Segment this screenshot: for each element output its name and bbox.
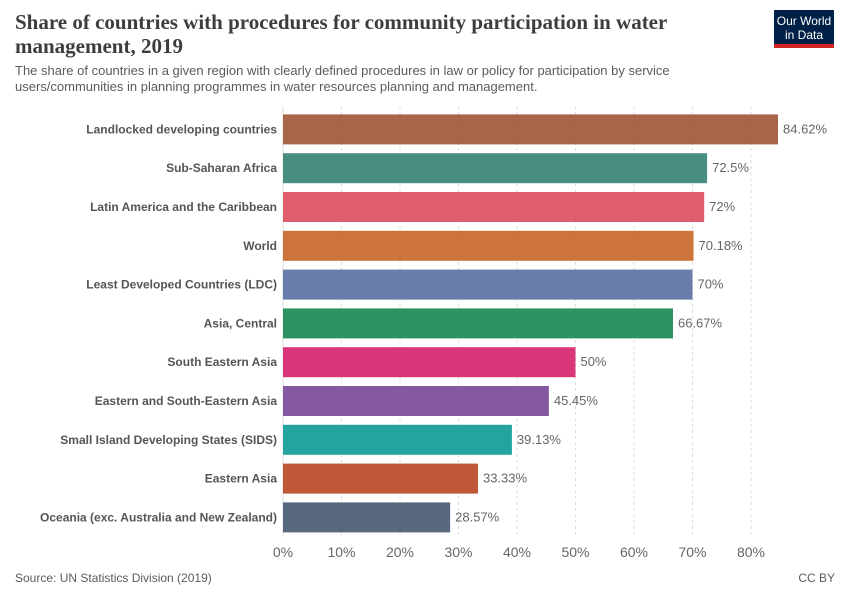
value-label: 70.18%: [699, 238, 744, 253]
bar: [283, 502, 451, 533]
x-tick-label: 50%: [561, 544, 589, 560]
bar: [283, 308, 673, 339]
bar: [283, 230, 694, 261]
logo-line-2: in Data: [784, 28, 824, 42]
chart-subtitle: The share of countries in a given region…: [15, 63, 670, 94]
bar-chart: 0% 10% 20% 30% 40% 50% 60% 70% 80% Landlocked dev…: [40, 106, 828, 560]
x-tick-label: 0%: [273, 544, 293, 560]
x-tick-label: 30%: [444, 544, 472, 560]
category-label: Landlocked developing countries: [86, 122, 277, 136]
x-tick-label: 10%: [327, 544, 355, 560]
value-label: 70%: [697, 277, 723, 292]
bar: [283, 114, 778, 145]
value-label: 39.13%: [517, 432, 562, 447]
source-note[interactable]: Source: UN Statistics Division (2019): [15, 571, 212, 585]
value-label: 28.57%: [455, 509, 500, 524]
bar: [283, 192, 705, 222]
value-label: 72.5%: [712, 160, 749, 175]
x-tick-label: 80%: [737, 544, 765, 560]
x-tick-label: 60%: [620, 544, 648, 560]
value-label: 66.67%: [678, 315, 723, 330]
x-tick-label: 20%: [386, 544, 414, 560]
category-label: World: [243, 239, 277, 253]
x-tick-label: 40%: [503, 544, 531, 560]
category-label: Latin America and the Caribbean: [90, 200, 277, 214]
value-label: 84.62%: [783, 121, 828, 136]
bar: [283, 386, 549, 416]
category-label: Sub-Saharan Africa: [166, 161, 277, 175]
value-label: 33.33%: [483, 471, 528, 486]
value-label: 45.45%: [554, 393, 599, 408]
bar: [283, 269, 693, 300]
category-label: Asia, Central: [204, 316, 277, 330]
category-label: Oceania (exc. Australia and New Zealand): [40, 510, 277, 524]
category-label: South Eastern Asia: [167, 355, 277, 369]
value-label: 72%: [709, 199, 735, 214]
category-label: Eastern Asia: [205, 472, 278, 486]
bar: [283, 347, 576, 378]
category-label: Least Developed Countries (LDC): [86, 278, 277, 292]
bar: [283, 463, 478, 494]
chart-title: Share of countries with procedures for c…: [15, 10, 667, 58]
bar: [283, 424, 512, 455]
license-note[interactable]: CC BY: [798, 571, 835, 585]
category-label: Small Island Developing States (SIDS): [60, 433, 277, 447]
category-label: Eastern and South-Eastern Asia: [95, 394, 278, 408]
logo-line-1: Our World: [776, 14, 832, 28]
value-label: 50%: [580, 354, 606, 369]
owid-logo[interactable]: Our World in Data: [774, 10, 834, 48]
bar: [283, 153, 708, 184]
x-tick-label: 70%: [678, 544, 706, 560]
